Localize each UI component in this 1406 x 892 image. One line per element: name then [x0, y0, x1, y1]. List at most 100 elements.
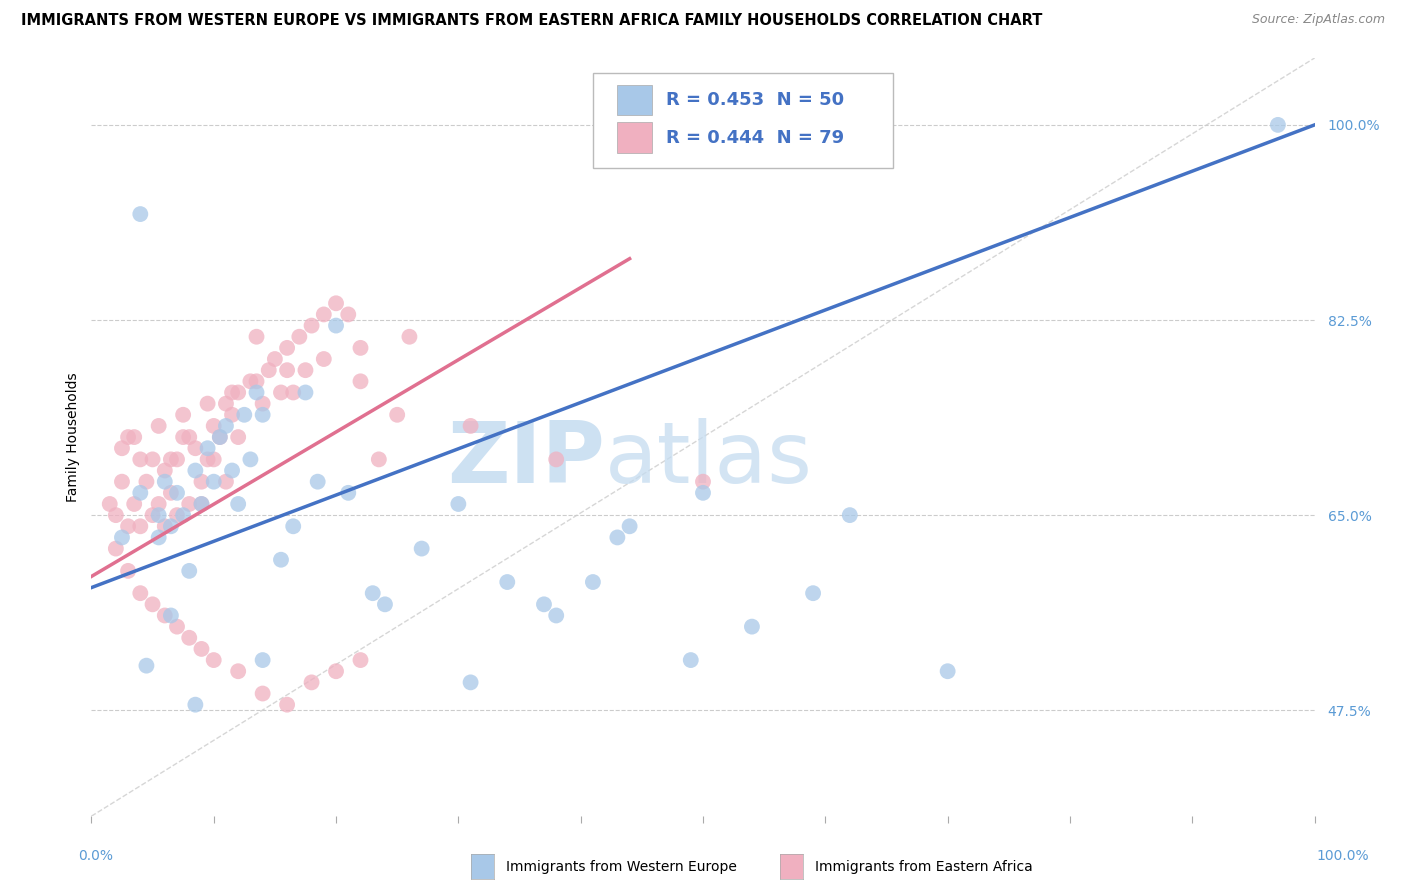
Point [104, 508, 127, 522]
Point [179, 497, 201, 511]
Point [221, 464, 243, 478]
Point [533, 598, 555, 612]
Point [166, 452, 188, 467]
Point [197, 452, 219, 467]
Point [215, 418, 238, 433]
Text: 100.0%: 100.0% [1316, 849, 1369, 863]
Point [606, 530, 628, 544]
Point [226, 385, 249, 400]
Point [692, 485, 714, 500]
Point [692, 475, 714, 489]
Point [202, 653, 225, 667]
Point [208, 430, 231, 444]
Point [546, 452, 568, 467]
Point [301, 675, 323, 690]
Point [172, 430, 194, 444]
Point [270, 552, 292, 567]
Point [582, 574, 605, 589]
Point [349, 653, 371, 667]
Point [307, 475, 329, 489]
Point [398, 329, 420, 343]
Point [460, 418, 482, 433]
Point [141, 508, 163, 522]
Point [252, 408, 274, 422]
FancyBboxPatch shape [617, 85, 651, 115]
Point [208, 430, 231, 444]
Point [129, 519, 152, 533]
Point [301, 318, 323, 333]
Point [117, 430, 139, 444]
Point [325, 664, 347, 679]
Point [141, 452, 163, 467]
Point [122, 497, 145, 511]
Point [337, 485, 360, 500]
Point [361, 586, 384, 600]
Point [129, 207, 152, 221]
Point [122, 430, 145, 444]
Point [153, 519, 176, 533]
Point [264, 351, 287, 366]
Point [129, 452, 152, 467]
Point [367, 452, 389, 467]
Point [202, 475, 225, 489]
Point [245, 329, 267, 343]
Point [374, 598, 396, 612]
Point [276, 363, 298, 377]
Point [270, 385, 292, 400]
Point [385, 408, 409, 422]
Point [349, 374, 371, 388]
Point [245, 374, 267, 388]
Point [226, 430, 249, 444]
Text: IMMIGRANTS FROM WESTERN EUROPE VS IMMIGRANTS FROM EASTERN AFRICA FAMILY HOUSEHOL: IMMIGRANTS FROM WESTERN EUROPE VS IMMIGR… [21, 13, 1042, 29]
Point [741, 619, 763, 633]
Text: R = 0.444  N = 79: R = 0.444 N = 79 [666, 128, 845, 146]
Point [111, 475, 134, 489]
Point [411, 541, 433, 556]
Text: R = 0.453  N = 50: R = 0.453 N = 50 [666, 91, 845, 109]
Text: Immigrants from Eastern Africa: Immigrants from Eastern Africa [815, 860, 1033, 874]
Point [226, 497, 249, 511]
Point [312, 351, 335, 366]
Point [936, 664, 959, 679]
Point [184, 698, 207, 712]
Point [252, 653, 274, 667]
Point [153, 464, 176, 478]
FancyBboxPatch shape [593, 73, 893, 168]
Point [148, 418, 170, 433]
Text: Immigrants from Western Europe: Immigrants from Western Europe [506, 860, 737, 874]
Point [202, 452, 225, 467]
Point [141, 598, 163, 612]
Point [153, 608, 176, 623]
Point [160, 452, 183, 467]
Point [337, 307, 360, 321]
Point [148, 508, 170, 522]
Point [153, 475, 176, 489]
Point [148, 497, 170, 511]
Point [166, 619, 188, 633]
Point [197, 442, 219, 455]
Point [546, 608, 568, 623]
Point [104, 541, 127, 556]
Point [276, 698, 298, 712]
Point [226, 664, 249, 679]
Point [801, 586, 824, 600]
Point [276, 341, 298, 355]
Point [447, 497, 470, 511]
Point [325, 296, 347, 310]
Point [619, 519, 641, 533]
Point [184, 442, 207, 455]
Point [98, 497, 121, 511]
Point [252, 396, 274, 410]
Point [190, 641, 212, 656]
Point [496, 574, 519, 589]
Point [190, 475, 212, 489]
Point [172, 508, 194, 522]
Point [294, 385, 316, 400]
Point [190, 497, 212, 511]
Point [288, 329, 311, 343]
FancyBboxPatch shape [617, 122, 651, 153]
Point [202, 418, 225, 433]
Point [283, 519, 305, 533]
Y-axis label: Family Households: Family Households [66, 372, 80, 502]
Point [197, 396, 219, 410]
